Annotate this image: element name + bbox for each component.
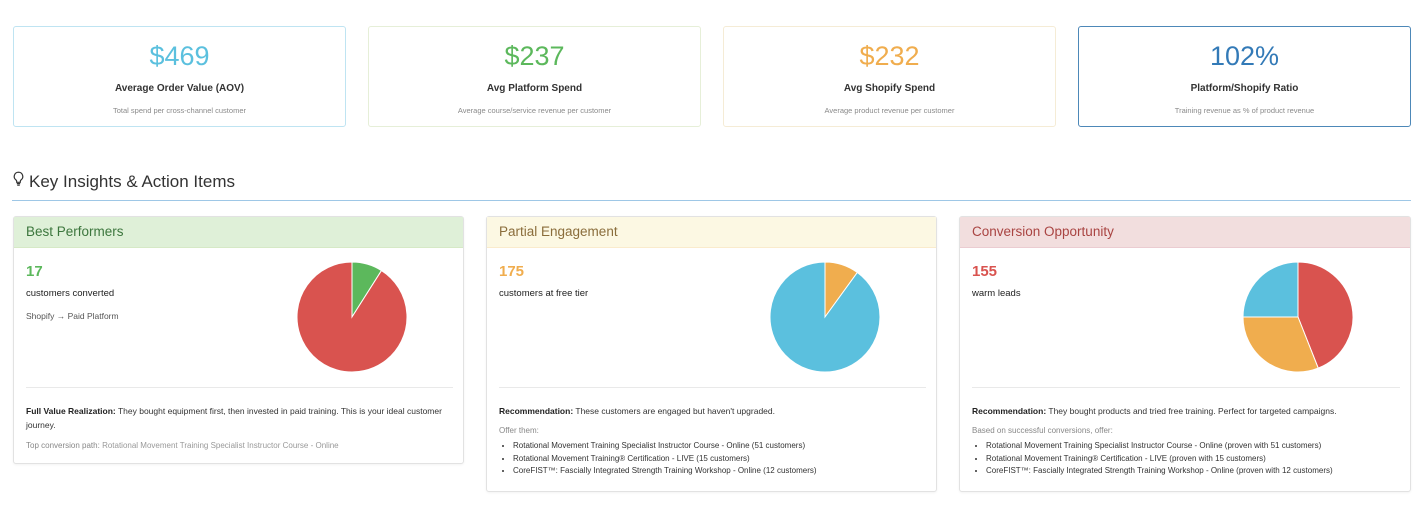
pie-slice-1 [1242,316,1319,373]
count-label: warm leads [972,288,1021,299]
offer-label: Offer them: [499,426,539,435]
offer-item: CoreFIST™: Fascially Integrated Strength… [513,465,817,478]
divider [972,387,1400,388]
note-text: These customers are engaged but haven't … [575,406,775,416]
section-divider [12,200,1411,201]
panel-header: Conversion Opportunity [960,217,1410,248]
panel-best-performers: Best Performers 17 customers converted S… [13,216,464,464]
stat-card-shopify-spend: $232 Avg Shopify Spend Average product r… [723,26,1056,127]
pie-chart-conversion [1242,261,1354,373]
panel-header: Best Performers [14,217,463,248]
stat-subtext: Training revenue as % of product revenue [1174,106,1315,115]
pie-slice-0 [1297,261,1354,369]
note-full-value: Full Value Realization: They bought equi… [26,404,453,432]
stat-label: Avg Shopify Spend [843,83,936,94]
stat-subtext: Total spend per cross-channel customer [113,106,246,115]
pie-slice-1 [769,261,881,373]
top-path-label: Top conversion path: [26,441,100,450]
offer-item: Rotational Movement Training® Certificat… [986,453,1333,466]
stat-value: $237 [504,41,565,71]
count-label: customers at free tier [499,288,589,299]
note-title: Recommendation: [972,406,1047,416]
offer-item: Rotational Movement Training® Certificat… [513,453,817,466]
free-tier-count: 175 [499,263,525,280]
stat-value: $469 [149,41,210,71]
offer-item: Rotational Movement Training Specialist … [513,440,817,453]
top-conversion-path: Top conversion path: Rotational Movement… [26,441,339,450]
conversion-flow: Shopify → Paid Platform [26,311,119,321]
pie-slice-1 [296,261,408,373]
customers-converted-count: 17 [26,263,43,280]
panel-partial-engagement: Partial Engagement 175 customers at free… [486,216,937,492]
section-title: Key Insights & Action Items [29,171,235,191]
count-label: customers converted [26,288,115,299]
note-title: Full Value Realization: [26,406,116,416]
note-text: They bought equipment first, then invest… [26,406,442,430]
stat-card-aov: $469 Average Order Value (AOV) Total spe… [13,26,346,127]
stat-label: Avg Platform Spend [486,83,583,94]
panel-conversion-opportunity: Conversion Opportunity 155 warm leads Re… [959,216,1411,492]
offer-item: CoreFIST™: Fascially Integrated Strength… [986,465,1333,478]
recommendation: Recommendation: They bought products and… [972,404,1400,418]
stat-subtext: Average product revenue per customer [824,106,955,115]
top-path-value: Rotational Movement Training Specialist … [102,441,339,450]
stat-value: $232 [859,41,920,71]
stat-value: 102% [1209,41,1280,71]
recommendation: Recommendation: These customers are enga… [499,404,926,418]
offer-list: Rotational Movement Training Specialist … [499,440,817,478]
note-title: Recommendation: [499,406,574,416]
warm-leads-count: 155 [972,263,998,280]
section-heading: Key Insights & Action Items [12,171,235,192]
pie-slice-2 [1242,261,1299,318]
stat-label: Average Order Value (AOV) [114,83,245,94]
panel-header: Partial Engagement [487,217,936,248]
pie-chart-best [296,261,408,373]
note-text: They bought products and tried free trai… [1048,406,1337,416]
lightbulb-icon [12,171,25,192]
stat-card-ratio: 102% Platform/Shopify Ratio Training rev… [1078,26,1411,127]
divider [26,387,453,388]
offer-label: Based on successful conversions, offer: [972,426,1113,435]
offer-item: Rotational Movement Training Specialist … [986,440,1333,453]
divider [499,387,926,388]
stat-subtext: Average course/service revenue per custo… [457,106,612,115]
stat-card-platform-spend: $237 Avg Platform Spend Average course/s… [368,26,701,127]
offer-list: Rotational Movement Training Specialist … [972,440,1333,478]
pie-chart-partial [769,261,881,373]
stat-label: Platform/Shopify Ratio [1190,83,1299,94]
